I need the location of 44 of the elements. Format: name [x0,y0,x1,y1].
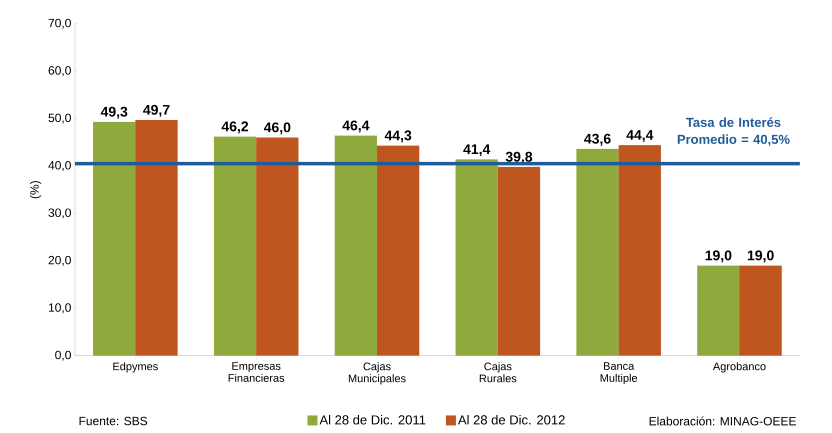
y-tick-label: 40,0 [48,161,71,171]
y-tick-label: 70,0 [48,18,71,29]
x-tick-label: Cajas Rurales [480,362,516,382]
y-axis-title: (%) [30,181,42,198]
bar [697,266,740,356]
data-label: 44,4 [626,130,654,142]
bar [256,138,298,356]
bar [93,122,136,356]
data-label: 49,3 [100,106,128,119]
data-label: 46,0 [264,122,290,134]
x-tick-label: Edpymes [113,362,158,372]
y-tick-label: 0,0 [55,350,71,361]
x-tick-label: Agrobanco [712,362,766,372]
data-label: 49,7 [143,104,170,117]
data-label: 43,6 [584,134,611,146]
ref-line-label: Tasa de Interés Promedio = 40,5% [678,117,790,146]
y-tick-label: 60,0 [48,66,71,76]
bar [377,146,420,356]
bar [576,148,619,356]
bar [214,136,256,356]
data-label: 41,4 [463,144,490,156]
bar [456,159,498,356]
bar [334,136,378,356]
data-label: 39,8 [506,152,532,164]
data-label: 46,4 [342,120,370,132]
legend-label: Al 28 de Dic. 2011 [319,414,426,425]
y-tick-label: 10,0 [48,303,71,314]
text: Elaboración: MINAG-OEEE [650,416,796,426]
legend-label: Al 28 de Dic. 2012 [458,414,565,425]
x-tick-label: Cajas Municipales [348,362,406,384]
data-label: 44,3 [384,130,412,142]
x-tick-label: Empresas Financieras [228,362,284,382]
bar [135,120,178,356]
y-tick-label: 20,0 [48,256,71,266]
data-label: 46,2 [222,121,248,134]
y-tick-label: 30,0 [48,208,71,218]
bar [739,266,782,356]
bar [498,166,540,356]
data-label: 19,0 [748,250,774,262]
source-note: Fuente: SBS [80,416,148,426]
x-tick-label: Banca Multiple [600,362,638,384]
bar [618,145,661,356]
y-tick-label: 50,0 [48,114,71,124]
data-label: 19,0 [706,250,732,262]
